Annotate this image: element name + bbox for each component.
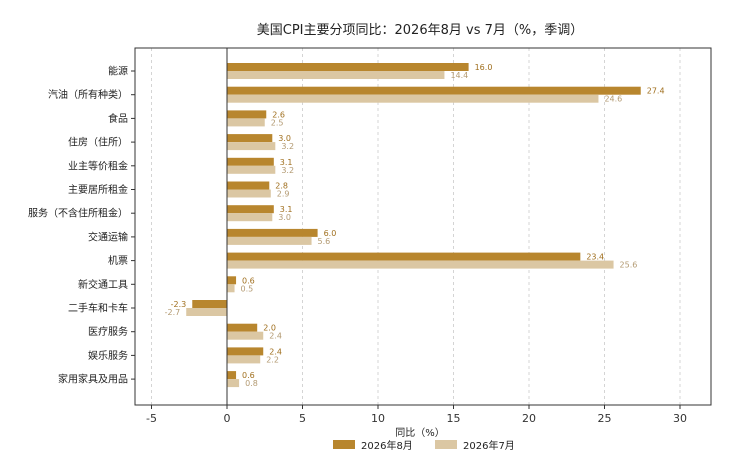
bar-2026-07 xyxy=(227,165,276,174)
data-label: 6.0 xyxy=(324,229,337,238)
bar-2026-07 xyxy=(227,94,599,103)
data-label: 0.6 xyxy=(242,276,255,285)
plot-frame xyxy=(134,47,712,406)
bar-2026-08 xyxy=(227,63,469,71)
bar-2026-08 xyxy=(227,323,258,332)
bar-2026-07 xyxy=(227,142,276,151)
x-tick-label: 15 xyxy=(447,412,461,425)
category-label: 机票 xyxy=(108,254,128,267)
data-label: 2.5 xyxy=(271,118,284,127)
category-label: 医疗服务 xyxy=(88,325,128,338)
bar-2026-08 xyxy=(227,110,267,119)
bar-2026-07 xyxy=(227,213,273,222)
bar-2026-08 xyxy=(227,157,274,166)
category-label: 服务（不含住所租金） xyxy=(28,207,128,220)
legend-swatch-2026-08 xyxy=(333,440,355,449)
data-label: -2.3 xyxy=(171,300,187,309)
data-label: 2.2 xyxy=(266,355,279,364)
bar-2026-07 xyxy=(227,379,240,388)
category-label: 新交通工具 xyxy=(78,278,128,291)
bar-2026-07 xyxy=(186,308,227,316)
data-label: 2.8 xyxy=(275,182,288,191)
category-label: 娱乐服务 xyxy=(88,349,128,362)
bar-2026-08 xyxy=(227,371,237,380)
bars-layer xyxy=(186,63,641,388)
data-label: 2.0 xyxy=(263,324,276,333)
legend-label-2026-08: 2026年8月 xyxy=(361,439,413,452)
category-label: 业主等价租金 xyxy=(68,159,128,172)
data-label: 16.0 xyxy=(475,63,493,72)
x-tick-label: 0 xyxy=(224,412,231,425)
category-label: 家用家具及用品 xyxy=(58,373,128,386)
legend-swatch-2026-07 xyxy=(435,440,457,449)
data-label: 2.9 xyxy=(277,190,290,199)
data-labels-layer: 16.014.427.424.62.62.53.03.23.13.22.82.9… xyxy=(165,63,665,388)
x-axis-label: 同比（%） xyxy=(395,427,445,439)
data-label: 23.4 xyxy=(586,253,604,262)
category-label: 食品 xyxy=(108,112,128,125)
bar-2026-08 xyxy=(227,228,318,237)
bar-2026-07 xyxy=(227,260,614,269)
bar-2026-08 xyxy=(227,86,641,95)
x-tick-label: 5 xyxy=(299,412,306,425)
bar-2026-08 xyxy=(227,205,274,214)
bar-2026-08 xyxy=(227,181,270,190)
data-label: 2.4 xyxy=(269,332,282,341)
chart-title: 美国CPI主要分项同比：2026年8月 vs 7月（%，季调） xyxy=(257,23,583,38)
data-label: 24.6 xyxy=(604,95,622,104)
bar-2026-08 xyxy=(227,347,264,356)
data-label: 0.6 xyxy=(242,371,255,380)
bar-2026-08 xyxy=(227,134,273,143)
data-label: 3.0 xyxy=(278,213,291,222)
category-label: 能源 xyxy=(108,65,128,78)
x-tick-label: 10 xyxy=(371,412,385,425)
bar-2026-07 xyxy=(227,236,312,245)
data-label: 0.5 xyxy=(241,284,254,293)
category-label: 二手车和卡车 xyxy=(68,302,128,315)
data-label: 5.6 xyxy=(318,237,331,246)
bar-2026-07 xyxy=(227,71,445,79)
x-tick-label: -5 xyxy=(146,412,157,425)
bar-2026-07 xyxy=(227,355,261,364)
data-label: 3.2 xyxy=(281,142,294,151)
x-ticks-layer: -5 0 5 10 15 20 25 30 xyxy=(146,405,687,425)
bar-2026-08 xyxy=(227,276,237,285)
legend: 2026年8月 2026年7月 xyxy=(333,439,515,452)
bar-2026-08 xyxy=(227,252,581,261)
bar-2026-07 xyxy=(227,331,264,340)
data-label: 2.4 xyxy=(269,347,282,356)
category-label: 汽油（所有种类） xyxy=(48,88,128,101)
data-label: 3.0 xyxy=(278,134,291,143)
x-tick-label: 20 xyxy=(522,412,536,425)
bar-2026-08 xyxy=(192,300,227,308)
data-label: 25.6 xyxy=(620,261,638,270)
data-label: 3.2 xyxy=(281,166,294,175)
bar-2026-07 xyxy=(227,118,265,127)
bar-2026-07 xyxy=(227,284,235,293)
category-label: 交通运输 xyxy=(88,230,128,243)
category-label: 主要居所租金 xyxy=(68,183,128,196)
data-label: 14.4 xyxy=(450,71,468,80)
data-label: 2.6 xyxy=(272,110,285,119)
x-tick-label: 30 xyxy=(673,412,687,425)
data-label: 3.1 xyxy=(280,158,293,167)
data-label: 27.4 xyxy=(647,87,665,96)
bar-2026-07 xyxy=(227,189,271,198)
category-label: 住房（住所） xyxy=(68,136,128,149)
data-label: -2.7 xyxy=(165,308,181,317)
data-label: 3.1 xyxy=(280,205,293,214)
legend-label-2026-07: 2026年7月 xyxy=(463,439,515,452)
data-label: 0.8 xyxy=(245,379,258,388)
x-tick-label: 25 xyxy=(598,412,612,425)
